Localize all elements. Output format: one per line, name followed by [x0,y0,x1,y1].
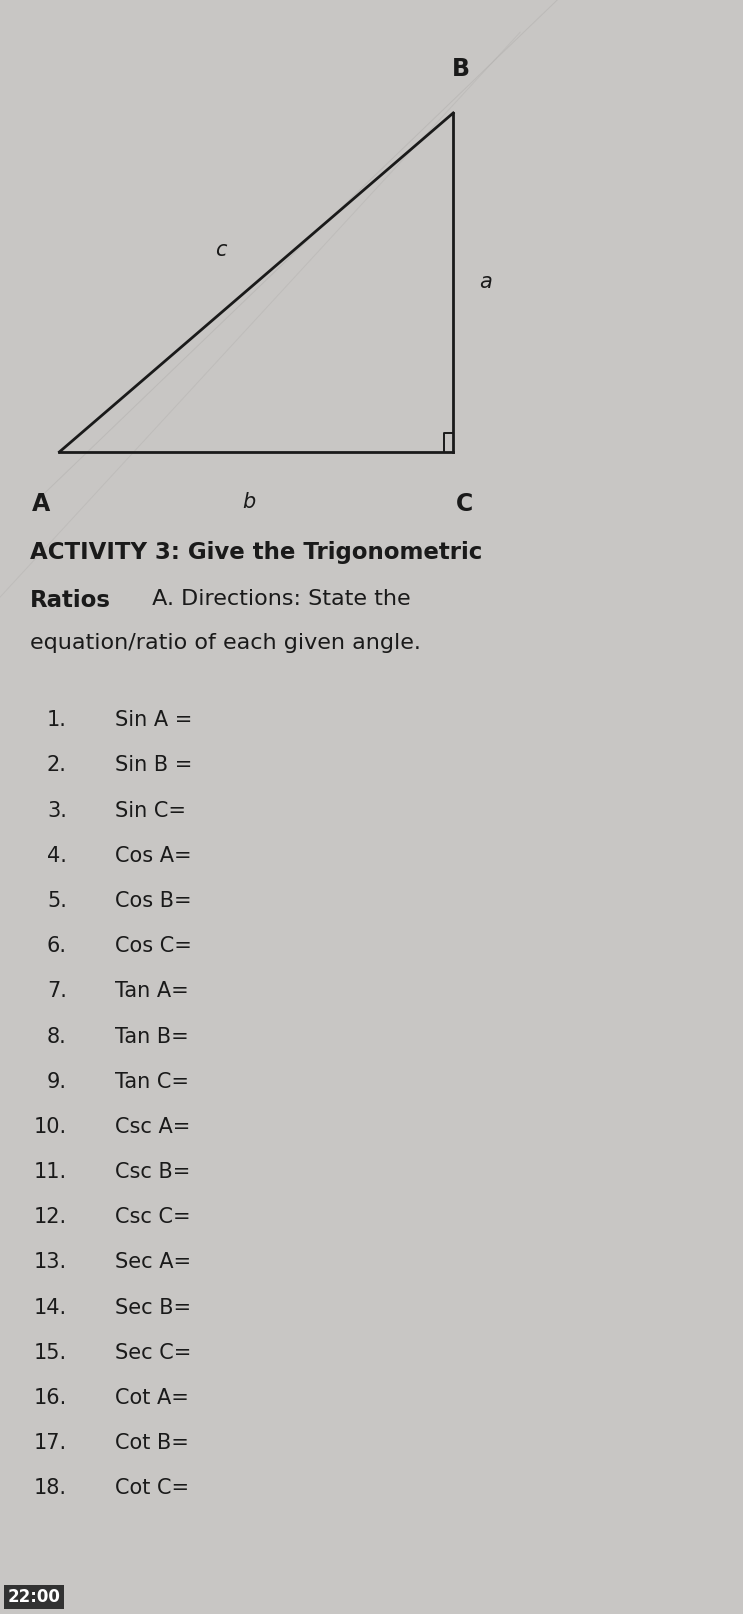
Text: 10.: 10. [33,1117,67,1136]
Text: 22:00: 22:00 [7,1588,60,1606]
Text: Ratios: Ratios [30,589,111,612]
Text: Cot C=: Cot C= [115,1478,189,1498]
Text: A. Directions: State the: A. Directions: State the [145,589,411,608]
Text: 2.: 2. [47,755,67,775]
Text: ACTIVITY 3: Give the Trigonometric: ACTIVITY 3: Give the Trigonometric [30,541,482,563]
Text: Tan A=: Tan A= [115,981,189,1001]
Text: Cot B=: Cot B= [115,1433,189,1453]
Text: 14.: 14. [33,1298,67,1317]
Text: Sin B =: Sin B = [115,755,192,775]
Text: 11.: 11. [33,1162,67,1181]
Text: 18.: 18. [34,1478,67,1498]
Text: A: A [32,492,50,516]
Text: Tan C=: Tan C= [115,1072,189,1091]
Text: Sec B=: Sec B= [115,1298,191,1317]
Text: a: a [479,273,492,292]
Text: C: C [455,492,473,516]
Text: 12.: 12. [33,1207,67,1227]
Text: 3.: 3. [47,801,67,820]
Text: 1.: 1. [47,710,67,730]
Text: Csc B=: Csc B= [115,1162,190,1181]
Text: b: b [242,492,256,512]
Text: Csc A=: Csc A= [115,1117,190,1136]
Text: 9.: 9. [47,1072,67,1091]
Text: Sec C=: Sec C= [115,1343,192,1362]
Text: Cos C=: Cos C= [115,936,192,955]
Text: Cot A=: Cot A= [115,1388,189,1407]
Text: B: B [452,56,470,81]
Text: c: c [215,240,227,260]
Text: Sin A =: Sin A = [115,710,192,730]
Text: 4.: 4. [47,846,67,865]
Text: 6.: 6. [47,936,67,955]
Text: equation/ratio of each given angle.: equation/ratio of each given angle. [30,633,421,652]
Text: Tan B=: Tan B= [115,1027,189,1046]
Text: Sin C=: Sin C= [115,801,186,820]
Text: 7.: 7. [47,981,67,1001]
Text: 16.: 16. [33,1388,67,1407]
Text: 17.: 17. [33,1433,67,1453]
Text: Cos A=: Cos A= [115,846,192,865]
Text: Sec A=: Sec A= [115,1252,191,1272]
Text: 8.: 8. [47,1027,67,1046]
Text: Cos B=: Cos B= [115,891,192,910]
Text: Csc C=: Csc C= [115,1207,191,1227]
Text: 5.: 5. [47,891,67,910]
Text: 15.: 15. [33,1343,67,1362]
Text: 13.: 13. [33,1252,67,1272]
